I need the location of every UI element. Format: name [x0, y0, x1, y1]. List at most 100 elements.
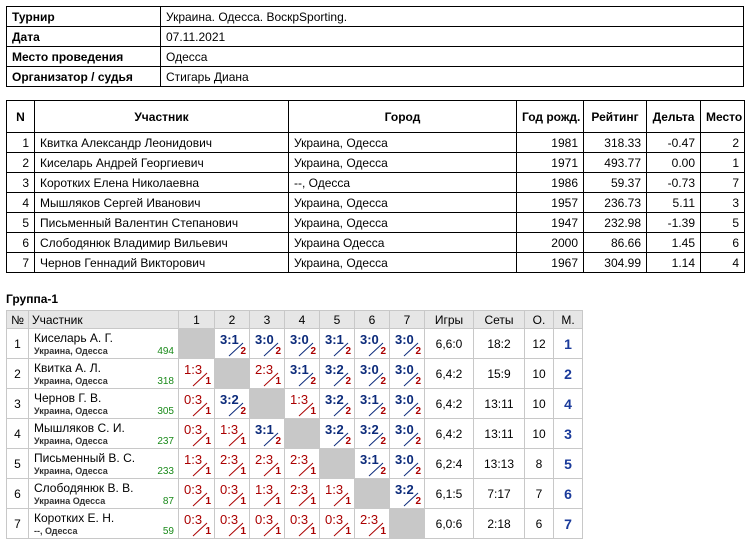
score: 3:0	[290, 332, 309, 347]
points: 7	[524, 478, 554, 509]
place: 6	[553, 478, 583, 509]
header-cell: 5	[319, 310, 355, 329]
score: 3:0	[395, 332, 414, 347]
divider	[263, 462, 279, 477]
divider	[403, 342, 419, 357]
points: 10	[524, 358, 554, 389]
divider	[263, 372, 279, 387]
player-cell: 1967	[516, 252, 584, 273]
result: 3:0 2	[354, 328, 390, 359]
player-rating: 318	[157, 376, 174, 387]
result: 3:1 2	[354, 448, 390, 479]
score: 0:3	[255, 512, 274, 527]
match-points: 2	[380, 436, 386, 447]
divider	[228, 522, 244, 537]
row-number: 7	[6, 508, 29, 539]
divider	[403, 402, 419, 417]
score: 1:3	[184, 452, 203, 467]
player-cell: -0.47	[646, 132, 701, 153]
points: 8	[524, 448, 554, 479]
divider	[403, 462, 419, 477]
player-cell: -1.39	[646, 212, 701, 233]
player-rating: 305	[157, 406, 174, 417]
divider	[192, 402, 208, 417]
score: 3:2	[325, 362, 344, 377]
info-row: Организатор / судья Стигарь Диана	[6, 66, 744, 87]
participant: Киселарь А. Г. Украина, Одесса 494	[28, 328, 179, 359]
header-cell: Игры	[424, 310, 474, 329]
player-cell: Слободянюк Владимир Вильевич	[34, 232, 289, 253]
score: 3:0	[395, 392, 414, 407]
player-city: Украина Одесса	[34, 496, 106, 506]
score: 3:2	[220, 392, 239, 407]
row-number: 3	[6, 388, 29, 419]
player-row: 7 Чернов Геннадий Викторович Украина, Одес…	[6, 252, 745, 273]
match-points: 2	[310, 376, 316, 387]
participant: Письменный В. С. Украина, Одесса 233	[28, 448, 179, 479]
group-row: 1 Киселарь А. Г. Украина, Одесса 494 3:1 2 3:0…	[6, 328, 583, 359]
result: 3:2 2	[354, 418, 390, 449]
result: 1:3 1	[249, 478, 285, 509]
place: 5	[553, 448, 583, 479]
result: 1:3 1	[178, 358, 215, 389]
match-points: 1	[310, 406, 316, 417]
player-name: Квитка А. Л.	[34, 361, 101, 375]
divider	[228, 492, 244, 507]
player-cell: 1957	[516, 192, 584, 213]
self-cell	[214, 358, 250, 389]
score: 3:0	[395, 452, 414, 467]
divider	[298, 492, 314, 507]
match-points: 1	[345, 496, 351, 507]
sets: 13:13	[473, 448, 525, 479]
score: 2:3	[290, 452, 309, 467]
score: 3:1	[360, 392, 379, 407]
player-cell: 1981	[516, 132, 584, 153]
header-cell: N	[6, 100, 35, 133]
result: 0:3 1	[178, 508, 215, 539]
result: 3:0 2	[389, 388, 425, 419]
header-cell: Участник	[34, 100, 289, 133]
player-cell: 1	[6, 132, 35, 153]
group-row: 6 Слободянюк В. В. Украина Одесса 87 0:3 1 0:3…	[6, 478, 583, 509]
divider	[333, 432, 349, 447]
result: 2:3 1	[249, 358, 285, 389]
match-points: 2	[415, 496, 421, 507]
match-points: 1	[205, 526, 211, 537]
score: 1:3	[290, 392, 309, 407]
match-points: 2	[415, 406, 421, 417]
games: 6,1:5	[424, 478, 474, 509]
group-row: 7 Коротких Е. Н. --, Одесса 59 0:3 1 0:3 1 0:3 1 0…	[6, 508, 583, 539]
score: 0:3	[290, 512, 309, 527]
divider	[228, 342, 244, 357]
header-cell: Рейтинг	[583, 100, 647, 133]
participant: Чернов Г. В. Украина, Одесса 305	[28, 388, 179, 419]
player-cell: Чернов Геннадий Викторович	[34, 252, 289, 273]
match-points: 1	[240, 436, 246, 447]
result: 3:0 2	[249, 328, 285, 359]
player-name: Чернов Г. В.	[34, 391, 102, 405]
match-points: 1	[345, 526, 351, 537]
header-cell: М.	[553, 310, 583, 329]
self-cell	[178, 328, 215, 359]
result: 3:1 2	[214, 328, 250, 359]
divider	[228, 462, 244, 477]
info-row: Место проведения Одесса	[6, 46, 744, 67]
player-cell: Украина, Одесса	[288, 252, 517, 273]
result: 2:3 1	[249, 448, 285, 479]
result: 0:3 1	[249, 508, 285, 539]
info-label: Организатор / судья	[6, 66, 161, 87]
player-city: Украина, Одесса	[34, 436, 108, 446]
player-cell: 1.14	[646, 252, 701, 273]
player-cell: 4	[6, 192, 35, 213]
group-row: 5 Письменный В. С. Украина, Одесса 233 1:3 1 2…	[6, 448, 583, 479]
players-table: N Участник Город Год рожд. Рейтинг Дельта Мест…	[6, 100, 745, 273]
points: 10	[524, 418, 554, 449]
info-table: Турнир Украина. Одесса. ВоскрSporting. Дат…	[6, 6, 744, 87]
player-row: 6 Слободянюк Владимир Вильевич Украина Оде…	[6, 232, 745, 253]
match-points: 1	[310, 496, 316, 507]
result: 3:1 2	[284, 358, 320, 389]
result: 1:3 1	[214, 418, 250, 449]
participant: Коротких Е. Н. --, Одесса 59	[28, 508, 179, 539]
info-row: Дата 07.11.2021	[6, 26, 744, 47]
score: 2:3	[255, 452, 274, 467]
